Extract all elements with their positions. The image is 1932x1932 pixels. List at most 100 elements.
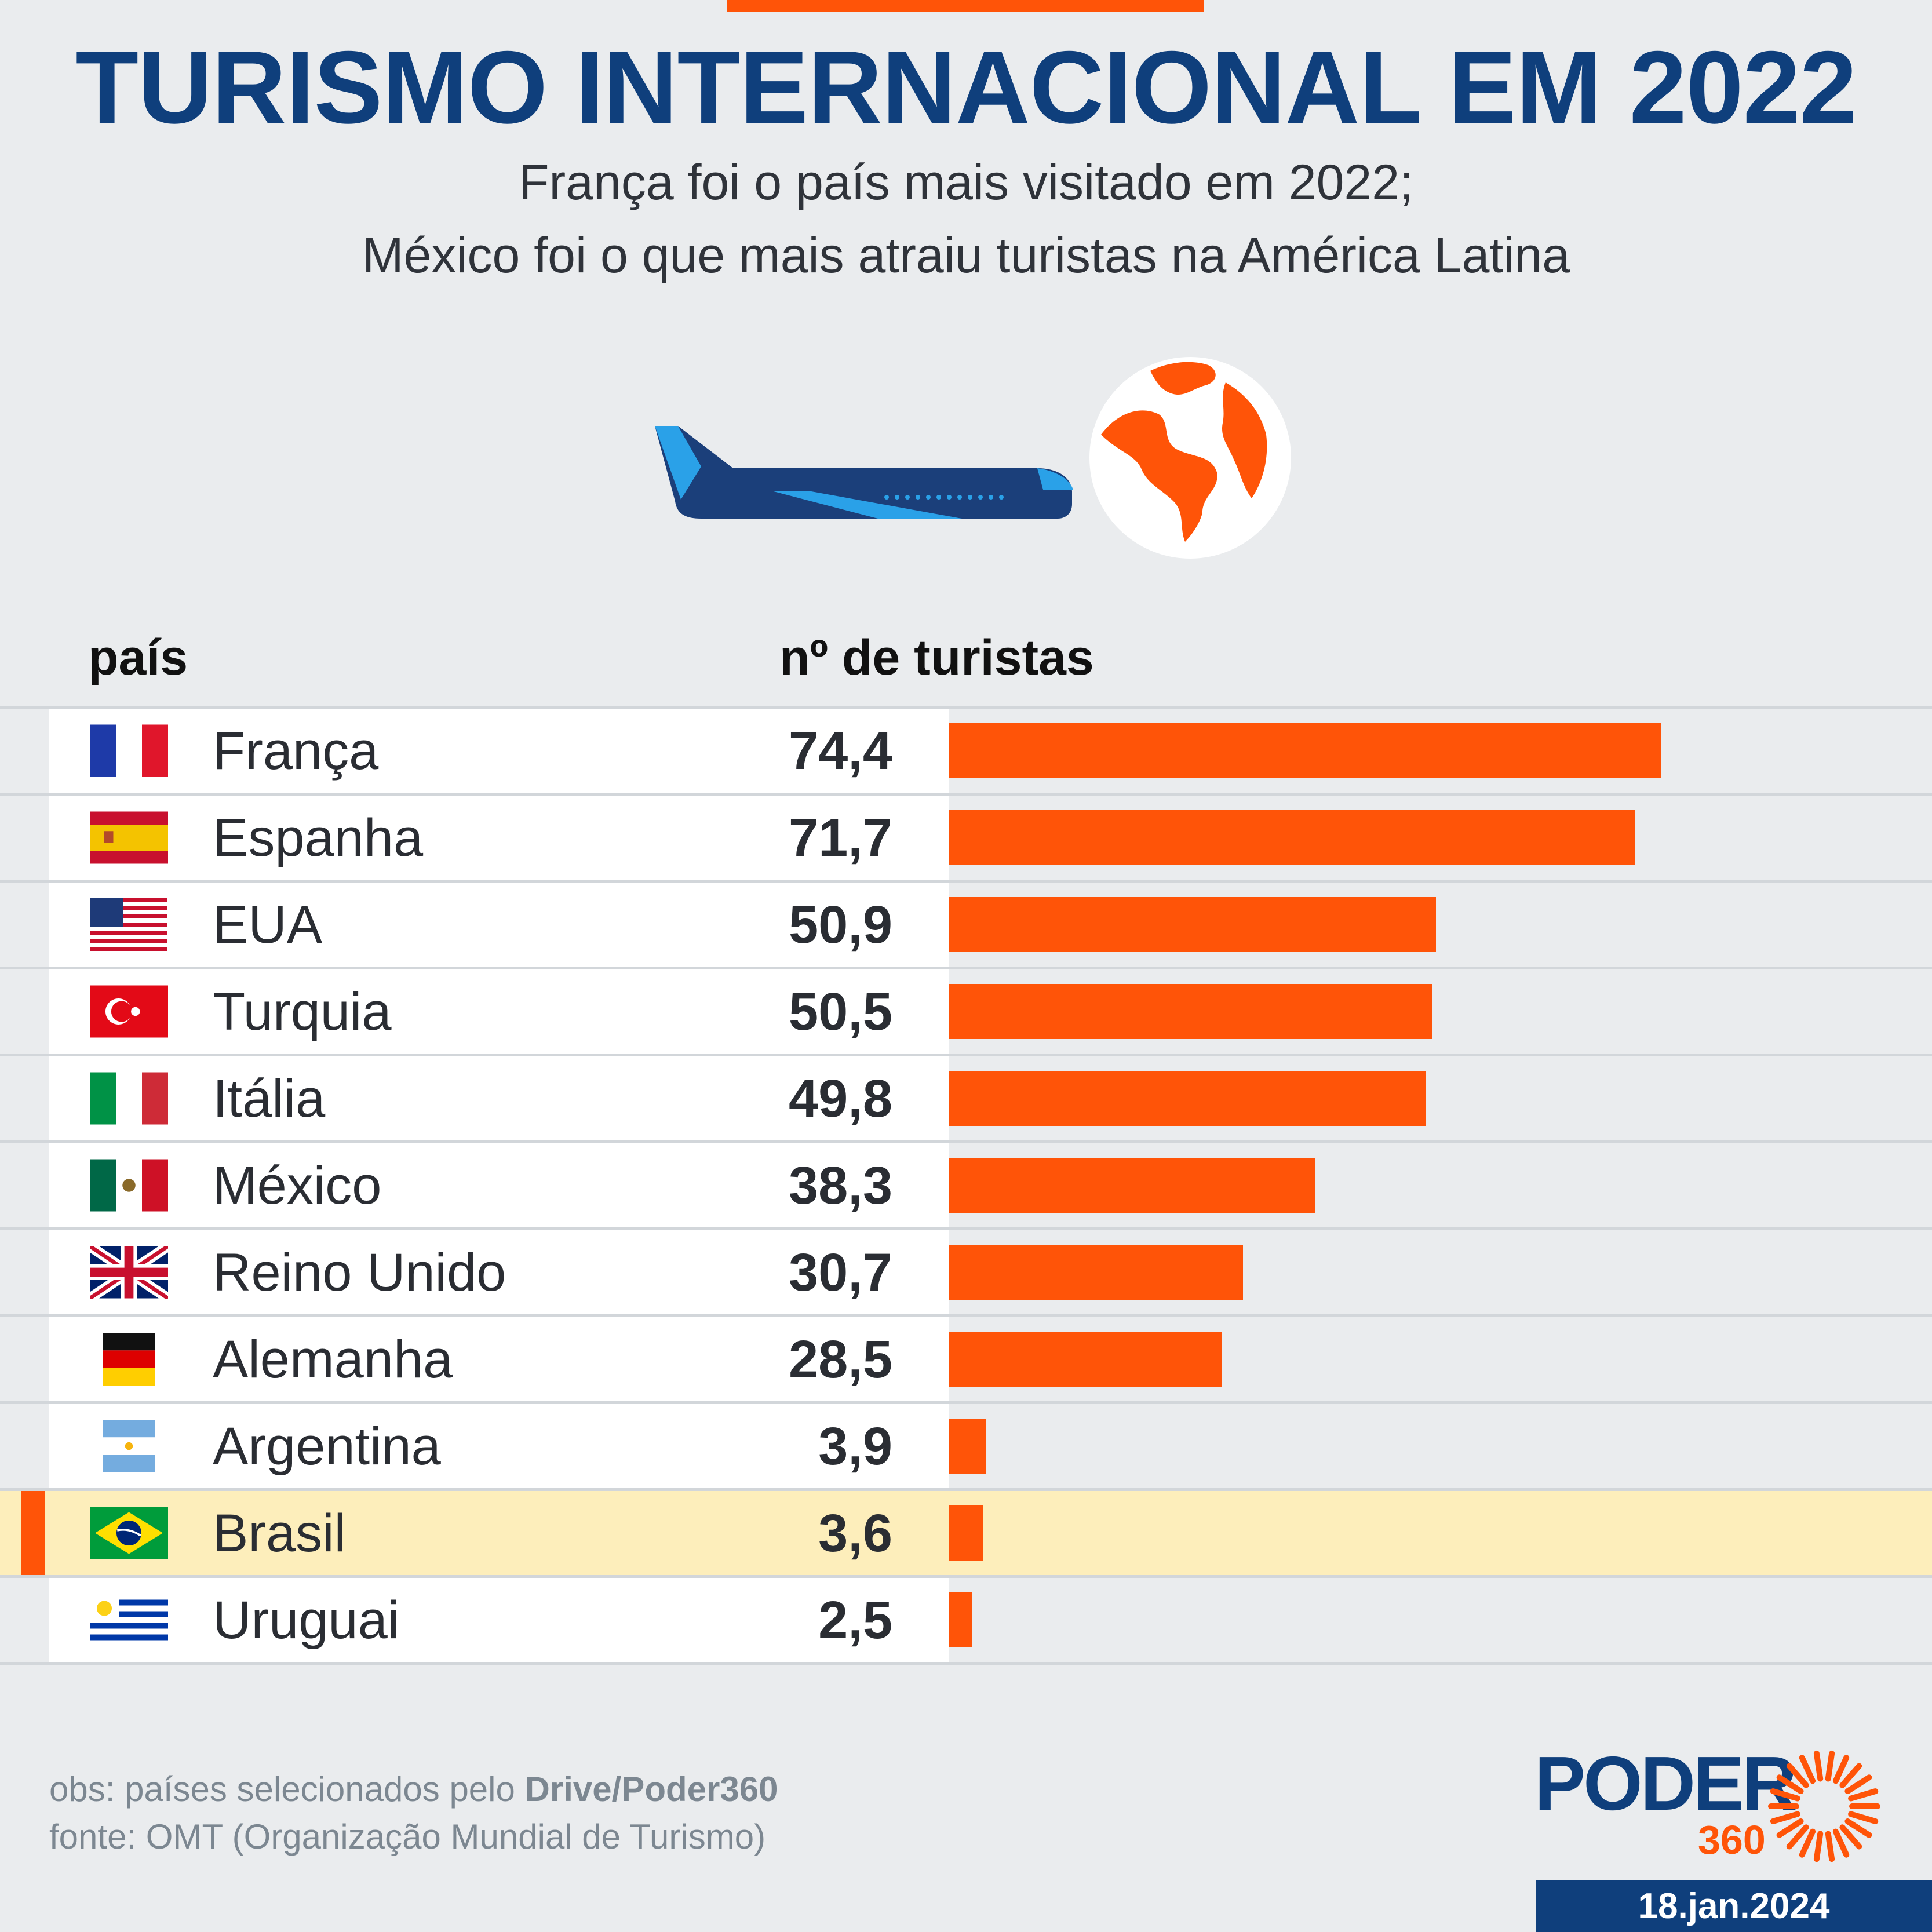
logo-ray xyxy=(1776,1774,1804,1794)
table-row: Turquia 50,5 xyxy=(0,969,1932,1056)
date-badge: 18.jan.2024 xyxy=(1536,1880,1932,1932)
flag-uk-icon xyxy=(90,1246,168,1299)
table-row: França 74,4 xyxy=(0,709,1932,796)
value-label: 50,5 xyxy=(788,982,892,1041)
value-label: 38,3 xyxy=(788,1156,892,1215)
row-background xyxy=(49,1404,949,1488)
country-label: Espanha xyxy=(213,808,424,867)
bar xyxy=(949,1158,1315,1213)
flag-uruguay-icon xyxy=(90,1594,168,1646)
logo-wordmark: PODER xyxy=(1534,1741,1797,1826)
logo-ray xyxy=(1832,1828,1850,1858)
table-row: EUA 50,9 xyxy=(0,883,1932,969)
logo-ray xyxy=(1825,1831,1835,1862)
logo-ray xyxy=(1844,1818,1872,1838)
row-background xyxy=(49,1143,949,1227)
bar xyxy=(949,1505,983,1561)
table-row: Argentina 3,9 xyxy=(0,1404,1932,1491)
row-background xyxy=(49,1491,949,1575)
airplane-globe-icon xyxy=(655,357,1291,559)
top-accent-bar xyxy=(727,0,1204,12)
row-background xyxy=(49,1317,949,1401)
country-label: Alemanha xyxy=(213,1330,453,1389)
flag-turkey-icon xyxy=(90,985,168,1038)
row-background xyxy=(49,1578,949,1662)
bar xyxy=(949,1332,1222,1387)
footnote-obs-source: Drive/Poder360 xyxy=(524,1770,778,1809)
row-background xyxy=(49,1230,949,1314)
logo-ray xyxy=(1844,1774,1872,1794)
logo-ray xyxy=(1799,1755,1816,1784)
bar xyxy=(949,1245,1243,1300)
table-top-divider xyxy=(0,706,1932,709)
poder360-logo: PODER 360 xyxy=(1534,1745,1882,1879)
table-row: Alemanha 28,5 xyxy=(0,1317,1932,1404)
column-header-value: nº de turistas xyxy=(779,630,1094,686)
bar xyxy=(949,723,1661,778)
logo-ray xyxy=(1813,1831,1824,1862)
value-label: 30,7 xyxy=(788,1243,892,1302)
logo-ray xyxy=(1839,1763,1862,1788)
subtitle-line-1: França foi o país mais visitado em 2022; xyxy=(519,155,1413,210)
logo-ray xyxy=(1786,1824,1809,1850)
column-header-country: país xyxy=(88,630,188,686)
logo-ray xyxy=(1770,1788,1800,1802)
flag-france-icon xyxy=(90,724,168,777)
row-background xyxy=(49,969,949,1054)
logo-ray xyxy=(1825,1750,1835,1782)
logo-ray xyxy=(1832,1755,1850,1784)
subtitle-line-2: México foi o que mais atraiu turistas na… xyxy=(362,228,1570,283)
table-row: Espanha 71,7 xyxy=(0,796,1932,883)
table-row: Brasil 3,6 xyxy=(0,1491,1932,1578)
bar xyxy=(949,984,1432,1039)
country-label: EUA xyxy=(213,895,323,954)
footnote-obs: obs: países selecionados pelo Drive/Pode… xyxy=(49,1770,778,1809)
value-label: 74,4 xyxy=(788,721,892,781)
country-label: México xyxy=(213,1156,382,1215)
flag-germany-icon xyxy=(90,1333,168,1386)
logo-ray xyxy=(1786,1763,1809,1788)
value-label: 49,8 xyxy=(788,1069,892,1128)
country-label: Turquia xyxy=(213,982,392,1041)
flag-brazil-icon xyxy=(90,1507,168,1559)
country-label: França xyxy=(213,721,379,781)
value-label: 3,9 xyxy=(818,1417,892,1476)
flag-usa-icon xyxy=(90,898,168,951)
country-label: Itália xyxy=(213,1069,326,1128)
logo-number: 360 xyxy=(1698,1817,1766,1862)
table-row: México 38,3 xyxy=(0,1143,1932,1230)
flag-spain-icon xyxy=(90,811,168,864)
country-label: Reino Unido xyxy=(213,1243,506,1302)
table-row: Itália 49,8 xyxy=(0,1056,1932,1143)
bar xyxy=(949,810,1635,865)
country-label: Brasil xyxy=(213,1504,347,1563)
bar xyxy=(949,1071,1426,1126)
logo-ray xyxy=(1848,1811,1879,1824)
flag-mexico-icon xyxy=(90,1159,168,1212)
bar xyxy=(949,897,1436,952)
logo-ray xyxy=(1770,1811,1800,1824)
row-background xyxy=(49,796,949,880)
row-background xyxy=(49,709,949,793)
row-background xyxy=(49,883,949,967)
logo-ray xyxy=(1776,1818,1804,1838)
row-background xyxy=(49,1056,949,1140)
country-label: Argentina xyxy=(213,1417,441,1476)
logo-ray xyxy=(1848,1788,1879,1802)
logo-ray xyxy=(1839,1824,1862,1850)
flag-italy-icon xyxy=(90,1072,168,1125)
logo-sun-icon xyxy=(1768,1750,1880,1862)
value-label: 3,6 xyxy=(818,1504,892,1563)
value-label: 71,7 xyxy=(788,808,892,867)
value-label: 50,9 xyxy=(788,895,892,954)
bar-chart: França 74,4 Espanha 71,7 EUA 50,9 Turquia 50,5 I… xyxy=(0,706,1932,1665)
flag-argentina-icon xyxy=(90,1420,168,1472)
table-row: Reino Unido 30,7 xyxy=(0,1230,1932,1317)
table-row: Uruguai 2,5 xyxy=(0,1578,1932,1665)
page-title: TURISMO INTERNACIONAL EM 2022 xyxy=(75,30,1857,145)
footnote-source: fonte: OMT (Organização Mundial de Turis… xyxy=(49,1817,766,1856)
value-label: 2,5 xyxy=(818,1591,892,1650)
logo-ray xyxy=(1799,1828,1816,1858)
bar xyxy=(949,1592,972,1647)
bar xyxy=(949,1419,986,1474)
